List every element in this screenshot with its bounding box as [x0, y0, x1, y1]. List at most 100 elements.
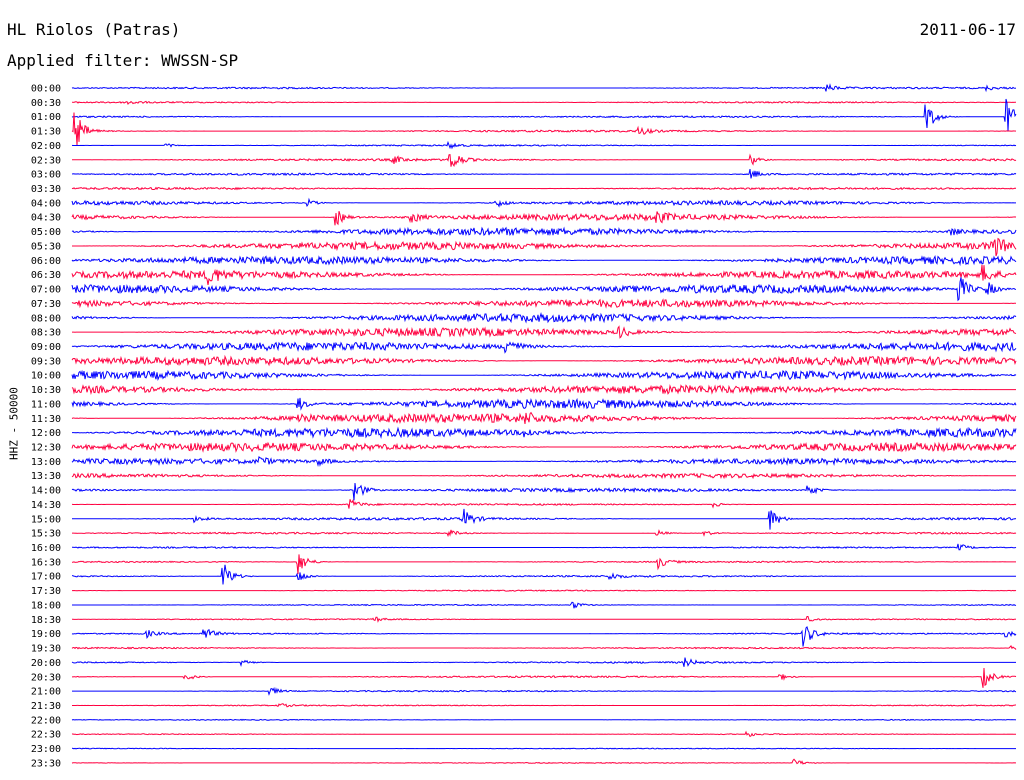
trace-row — [71, 298, 1017, 309]
time-label: 17:30 — [31, 586, 61, 597]
trace-row — [71, 341, 1017, 354]
time-label: 15:00 — [31, 514, 61, 525]
trace-row — [72, 589, 1017, 592]
station-title: HL Riolos (Patras) — [7, 20, 181, 39]
trace-row — [71, 564, 1017, 585]
trace-row — [71, 197, 1016, 208]
trace-row — [71, 626, 1017, 647]
trace-row — [72, 426, 1017, 439]
time-label: 00:00 — [31, 84, 61, 95]
trace-row — [71, 100, 1016, 105]
time-label: 03:00 — [31, 170, 61, 181]
time-label: 07:30 — [31, 299, 61, 310]
trace-row — [71, 140, 1017, 150]
time-label: 01:00 — [31, 112, 61, 123]
time-label: 19:00 — [31, 629, 61, 640]
trace-row — [71, 472, 1016, 480]
trace-row — [71, 411, 1017, 425]
time-label: 10:30 — [31, 385, 61, 396]
time-label: 18:30 — [31, 615, 61, 626]
time-label: 02:00 — [31, 141, 61, 152]
time-label: 13:00 — [31, 457, 61, 468]
filter-label: Applied filter: WWSSN-SP — [7, 51, 239, 70]
time-label: 16:00 — [31, 543, 61, 554]
trace-row — [71, 254, 1017, 267]
trace-row — [72, 687, 1017, 696]
trace-row — [71, 277, 1017, 302]
time-label: 12:30 — [31, 443, 61, 454]
time-label: 13:30 — [31, 471, 61, 482]
trace-row — [71, 384, 1016, 396]
time-label: 06:30 — [31, 270, 61, 281]
trace-row — [72, 153, 1017, 168]
time-label: 09:30 — [31, 356, 61, 367]
time-label: 04:30 — [31, 213, 61, 224]
trace-row — [72, 703, 1016, 708]
record-date: 2011-06-17 — [919, 20, 1016, 39]
time-label: 22:30 — [31, 730, 61, 741]
time-label: 23:00 — [31, 744, 61, 755]
time-label: 16:30 — [31, 557, 61, 568]
time-label: 22:00 — [31, 715, 61, 726]
trace-row — [71, 369, 1017, 381]
trace-row — [71, 498, 1017, 509]
time-label: 04:00 — [31, 198, 61, 209]
time-label: 05:30 — [31, 241, 61, 252]
time-label: 14:30 — [31, 500, 61, 511]
time-label: 00:30 — [31, 98, 61, 109]
trace-row — [71, 482, 1017, 501]
trace-row — [71, 441, 1017, 453]
trace-row — [71, 226, 1017, 237]
time-label: 08:00 — [31, 313, 61, 324]
trace-row — [71, 730, 1016, 738]
time-label: 03:30 — [31, 184, 61, 195]
trace-row — [71, 83, 1017, 93]
time-label: 07:00 — [31, 285, 61, 296]
trace-row — [71, 186, 1017, 191]
time-label: 08:30 — [31, 328, 61, 339]
time-label: 02:30 — [31, 155, 61, 166]
trace-row — [71, 354, 1017, 367]
trace-row — [71, 554, 1016, 575]
trace-row — [71, 98, 1017, 132]
trace-row — [71, 264, 1017, 285]
trace-row — [71, 211, 1017, 226]
trace-row — [71, 168, 1017, 179]
trace-row — [72, 508, 1017, 530]
trace-row — [71, 644, 1017, 650]
trace-row — [71, 657, 1016, 668]
time-label: 23:30 — [31, 758, 61, 769]
time-label: 11:30 — [31, 414, 61, 425]
trace-row — [72, 667, 1017, 688]
time-label: 10:00 — [31, 371, 61, 382]
time-label: 20:00 — [31, 658, 61, 669]
trace-row — [71, 311, 1017, 324]
trace-row — [72, 601, 1017, 609]
time-label: 12:00 — [31, 428, 61, 439]
time-label: 09:00 — [31, 342, 61, 353]
trace-row — [71, 747, 1016, 750]
time-label: 19:30 — [31, 644, 61, 655]
time-label: 14:00 — [31, 486, 61, 497]
trace-row — [71, 397, 1017, 411]
time-label: 20:30 — [31, 672, 61, 683]
trace-row — [72, 237, 1017, 257]
time-label: 18:00 — [31, 600, 61, 611]
trace-row — [71, 455, 1017, 467]
time-label: 21:00 — [31, 687, 61, 698]
time-label: 15:30 — [31, 529, 61, 540]
time-label: 21:30 — [31, 701, 61, 712]
time-label: 11:00 — [31, 399, 61, 410]
time-label: 05:00 — [31, 227, 61, 238]
time-label: 17:00 — [31, 572, 61, 583]
time-label: 01:30 — [31, 127, 61, 138]
trace-row — [71, 718, 1017, 721]
trace-row — [71, 112, 1017, 146]
trace-row — [72, 543, 1017, 551]
trace-row — [72, 529, 1017, 538]
time-label: 06:00 — [31, 256, 61, 267]
trace-row — [71, 758, 1016, 765]
trace-row — [72, 325, 1017, 339]
trace-row — [71, 616, 1017, 623]
